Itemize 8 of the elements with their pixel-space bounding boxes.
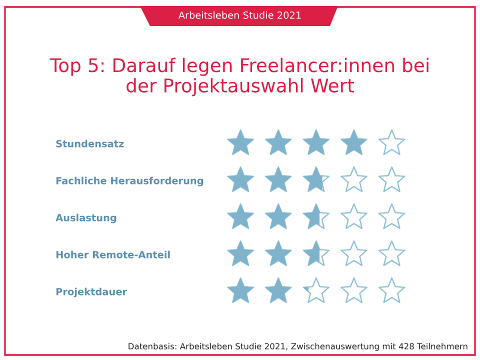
- text: Arbeitsleben Studie 2021: [178, 11, 301, 19]
- y-tick-label: Hoher Remote-Anteil: [56, 250, 170, 258]
- y-tick-label: Auslastung: [56, 214, 116, 224]
- text: Datenbasis: Arbeitsleben Studie 2021, Zwischenauswertung mit 428 Teilnehmern: [128, 342, 468, 352]
- y-tick-label: Stundensatz: [56, 140, 124, 148]
- y-tick-label: Fachliche Herausforderung: [56, 176, 204, 186]
- y-tick-label: Projektdauer: [56, 288, 127, 298]
- chart-title: Top 5: Darauf legen Freelancer:innen bei der Projektauswahl Wert: [50, 58, 428, 96]
